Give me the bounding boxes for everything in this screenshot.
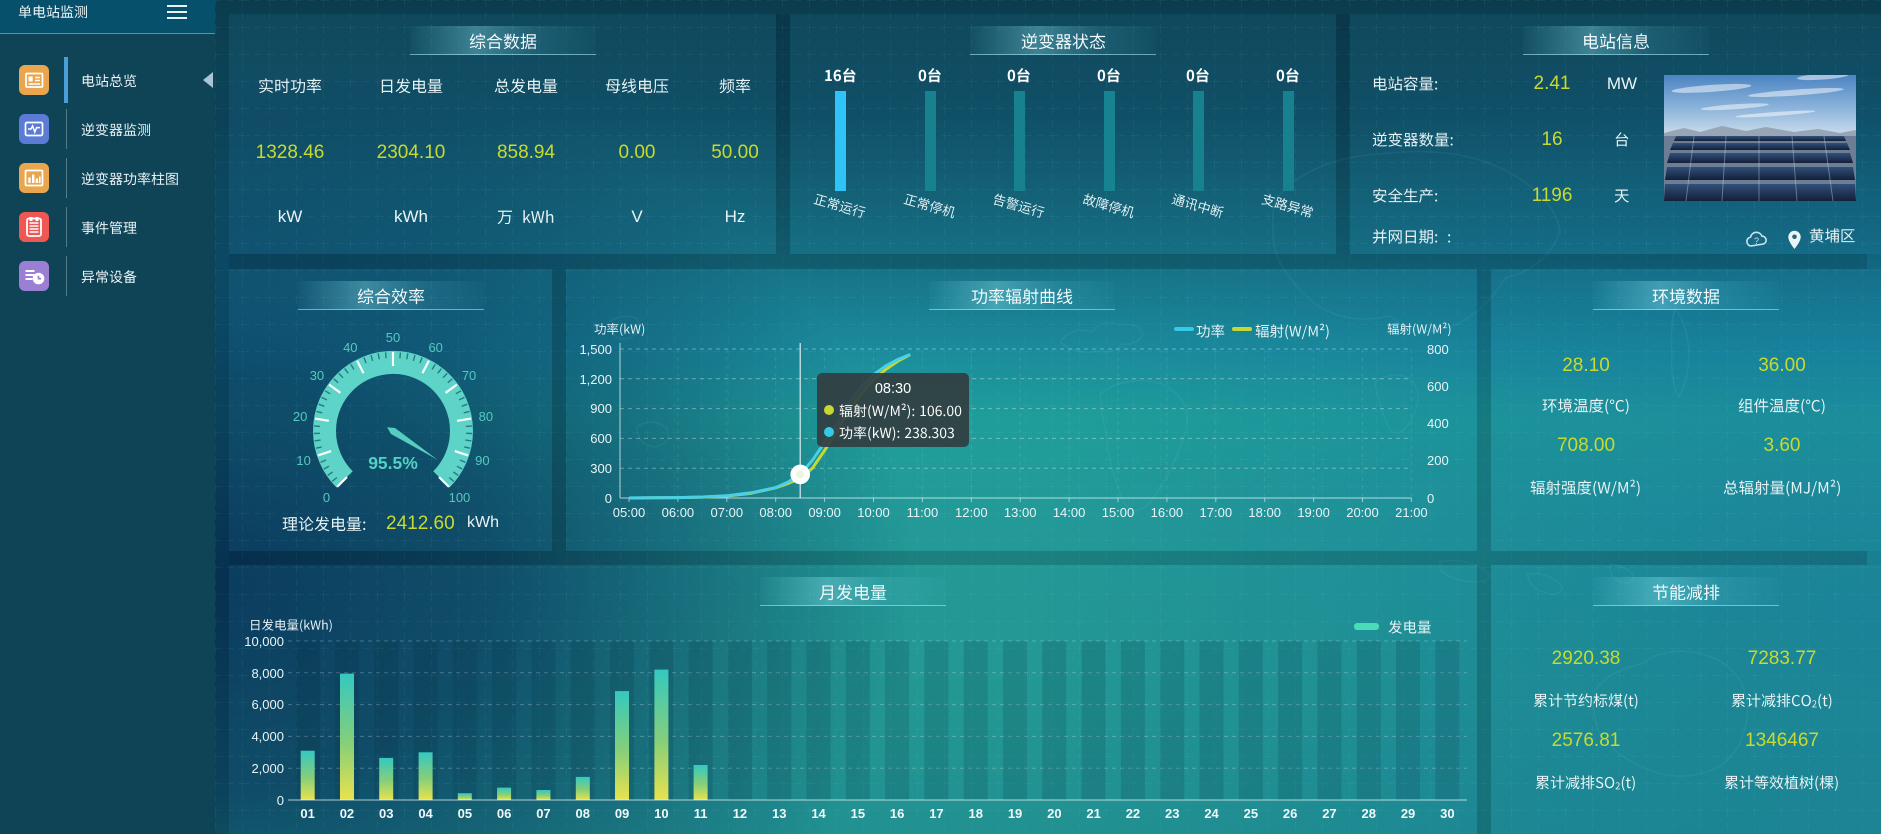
svg-text:?: ? bbox=[1754, 236, 1759, 246]
